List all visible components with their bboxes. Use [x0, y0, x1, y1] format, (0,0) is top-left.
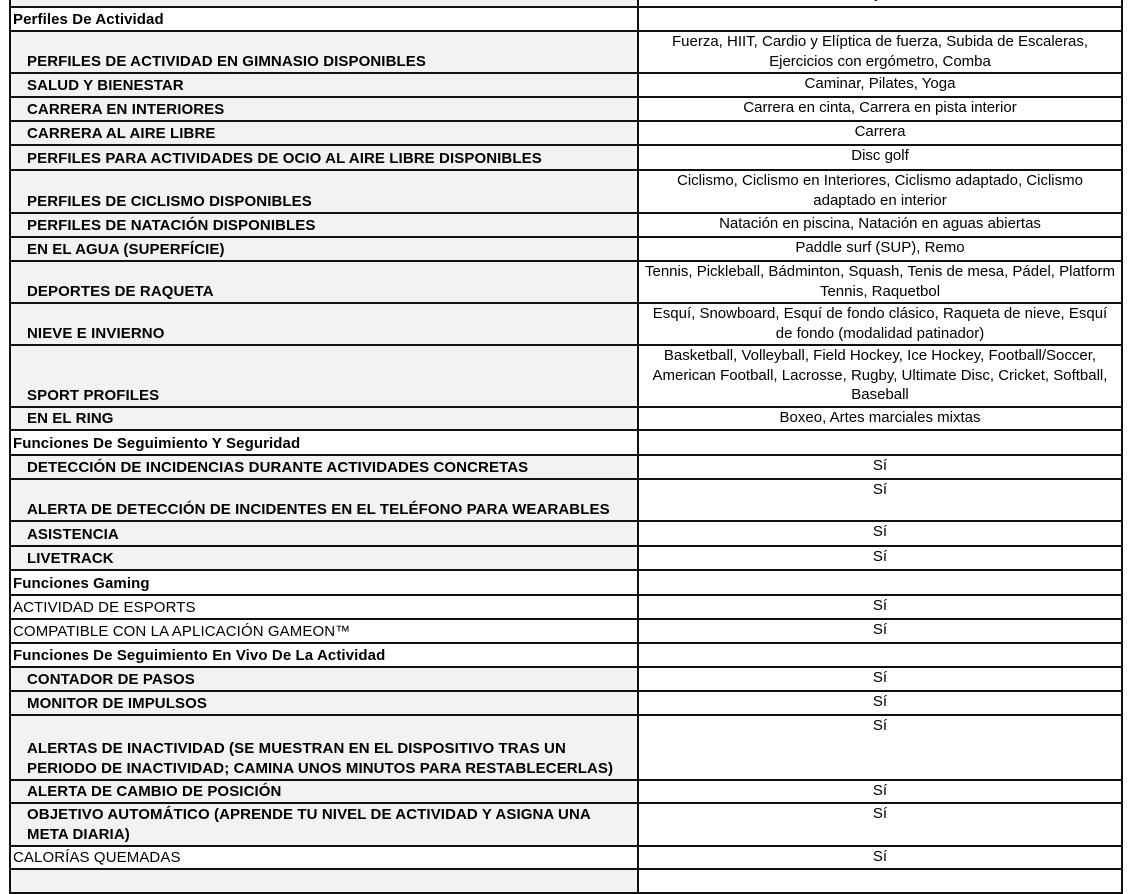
- feature-label: ALERTAS DE INACTIVIDAD (SE MUESTRAN EN E…: [9, 714, 639, 781]
- feature-label: ALERTA DE CAMBIO DE POSICIÓN: [9, 779, 639, 804]
- table-row: CARRERA EN INTERIORES Carrera en cinta, C…: [9, 96, 1123, 122]
- feature-value: Sí: [637, 454, 1123, 480]
- feature-label: PERFILES DE NATACIÓN DISPONIBLES: [9, 212, 639, 238]
- feature-value: Carrera: [637, 120, 1123, 146]
- table-row: iPhone y Android: [9, 0, 1123, 8]
- section-header-row: Funciones De Seguimiento En Vivo De La A…: [9, 642, 1123, 668]
- table-row: DEPORTES DE RAQUETA Tennis, Pickleball, B…: [9, 260, 1123, 304]
- table-row: OBJETIVO AUTOMÁTICO (APRENDE TU NIVEL DE…: [9, 802, 1123, 847]
- feature-value: Boxeo, Artes marciales mixtas: [637, 406, 1123, 431]
- section-header-row: Funciones Gaming: [9, 569, 1123, 596]
- feature-value: [637, 642, 1123, 668]
- spec-table: iPhone y AndroidPerfiles De ActividadPER…: [9, 0, 1123, 894]
- feature-value: Natación en piscina, Natación en aguas a…: [637, 212, 1123, 238]
- section-header-row: Perfiles De Actividad: [9, 6, 1123, 32]
- feature-value: Sí: [637, 478, 1123, 522]
- feature-value: [637, 868, 1123, 894]
- feature-value: Paddle surf (SUP), Remo: [637, 236, 1123, 262]
- feature-label: ACTIVIDAD DE ESPORTS: [9, 594, 639, 620]
- table-row: ACTIVIDAD DE ESPORTS Sí: [9, 594, 1123, 620]
- feature-value: Sí: [637, 802, 1123, 847]
- table-row: SALUD Y BIENESTAR Caminar, Pilates, Yoga: [9, 72, 1123, 98]
- feature-label: PERFILES PARA ACTIVIDADES DE OCIO AL AIR…: [9, 144, 639, 171]
- feature-label: ALERTA DE DETECCIÓN DE INCIDENTES EN EL …: [9, 478, 639, 522]
- feature-value: Basketball, Volleyball, Field Hockey, Ic…: [637, 344, 1123, 408]
- feature-value: Carrera en cinta, Carrera en pista inter…: [637, 96, 1123, 122]
- feature-label: SPORT PROFILES: [9, 344, 639, 408]
- feature-value: Sí: [637, 545, 1123, 571]
- table-row: NIEVE E INVIERNO Esquí, Snowboard, Esquí …: [9, 302, 1123, 346]
- section-title: Funciones Gaming: [9, 569, 639, 596]
- feature-label: EN EL AGUA (SUPERFÍCIE): [9, 236, 639, 262]
- section-title: Perfiles De Actividad: [9, 6, 639, 32]
- feature-label: PERFILES DE ACTIVIDAD EN GIMNASIO DISPON…: [9, 30, 639, 74]
- feature-value: Sí: [637, 618, 1123, 644]
- feature-value: Sí: [637, 520, 1123, 547]
- feature-label: LIVETRACK: [9, 545, 639, 571]
- table-row: COMPATIBLE CON LA APLICACIÓN GAMEON™ Sí: [9, 618, 1123, 644]
- feature-label: CARRERA AL AIRE LIBRE: [9, 120, 639, 146]
- table-row: [9, 868, 1123, 894]
- feature-value: Sí: [637, 690, 1123, 716]
- feature-value: [637, 569, 1123, 596]
- table-row: ALERTA DE CAMBIO DE POSICIÓN Sí: [9, 779, 1123, 804]
- table-row: EN EL RING Boxeo, Artes marciales mixtas: [9, 406, 1123, 431]
- feature-value: [637, 429, 1123, 456]
- feature-value: Caminar, Pilates, Yoga: [637, 72, 1123, 98]
- feature-value: Esquí, Snowboard, Esquí de fondo clásico…: [637, 302, 1123, 346]
- table-row: SPORT PROFILES Basketball, Volleyball, Fi…: [9, 344, 1123, 408]
- table-row: CARRERA AL AIRE LIBRE Carrera: [9, 120, 1123, 146]
- feature-label: COMPATIBLE CON LA APLICACIÓN GAMEON™: [9, 618, 639, 644]
- feature-value: Sí: [637, 594, 1123, 620]
- feature-label: SALUD Y BIENESTAR: [9, 72, 639, 98]
- table-row: ASISTENCIA Sí: [9, 520, 1123, 547]
- table-row: PERFILES DE CICLISMO DISPONIBLES Ciclismo…: [9, 169, 1123, 214]
- section-title: Funciones De Seguimiento En Vivo De La A…: [9, 642, 639, 668]
- table-row: PERFILES PARA ACTIVIDADES DE OCIO AL AIR…: [9, 144, 1123, 171]
- feature-value: iPhone y Android: [637, 0, 1123, 8]
- feature-value: Sí: [637, 779, 1123, 804]
- feature-label: EN EL RING: [9, 406, 639, 431]
- feature-label: MONITOR DE IMPULSOS: [9, 690, 639, 716]
- feature-label: NIEVE E INVIERNO: [9, 302, 639, 346]
- feature-value: Ciclismo, Ciclismo en Interiores, Ciclis…: [637, 169, 1123, 214]
- feature-label: [9, 0, 639, 8]
- table-row: PERFILES DE NATACIÓN DISPONIBLES Natación…: [9, 212, 1123, 238]
- feature-label: PERFILES DE CICLISMO DISPONIBLES: [9, 169, 639, 214]
- table-row: EN EL AGUA (SUPERFÍCIE) Paddle surf (SUP)…: [9, 236, 1123, 262]
- feature-value: Sí: [637, 845, 1123, 870]
- table-row: ALERTA DE DETECCIÓN DE INCIDENTES EN EL …: [9, 478, 1123, 522]
- table-row: ALERTAS DE INACTIVIDAD (SE MUESTRAN EN E…: [9, 714, 1123, 781]
- feature-value: Disc golf: [637, 144, 1123, 171]
- table-row: CONTADOR DE PASOS Sí: [9, 666, 1123, 692]
- table-row: LIVETRACK Sí: [9, 545, 1123, 571]
- table-row: CALORÍAS QUEMADAS Sí: [9, 845, 1123, 870]
- feature-label: CALORÍAS QUEMADAS: [9, 845, 639, 870]
- feature-label: DEPORTES DE RAQUETA: [9, 260, 639, 304]
- feature-value: Sí: [637, 666, 1123, 692]
- feature-label: [9, 868, 639, 894]
- feature-value: Fuerza, HIIT, Cardio y Elíptica de fuerz…: [637, 30, 1123, 74]
- feature-label: CARRERA EN INTERIORES: [9, 96, 639, 122]
- feature-label: CONTADOR DE PASOS: [9, 666, 639, 692]
- feature-label: DETECCIÓN DE INCIDENCIAS DURANTE ACTIVID…: [9, 454, 639, 480]
- feature-label: ASISTENCIA: [9, 520, 639, 547]
- table-row: PERFILES DE ACTIVIDAD EN GIMNASIO DISPON…: [9, 30, 1123, 74]
- table-row: DETECCIÓN DE INCIDENCIAS DURANTE ACTIVID…: [9, 454, 1123, 480]
- feature-value: Tennis, Pickleball, Bádminton, Squash, T…: [637, 260, 1123, 304]
- feature-label: OBJETIVO AUTOMÁTICO (APRENDE TU NIVEL DE…: [9, 802, 639, 847]
- section-header-row: Funciones De Seguimiento Y Seguridad: [9, 429, 1123, 456]
- feature-value: Sí: [637, 714, 1123, 781]
- feature-value: [637, 6, 1123, 32]
- table-row: MONITOR DE IMPULSOS Sí: [9, 690, 1123, 716]
- section-title: Funciones De Seguimiento Y Seguridad: [9, 429, 639, 456]
